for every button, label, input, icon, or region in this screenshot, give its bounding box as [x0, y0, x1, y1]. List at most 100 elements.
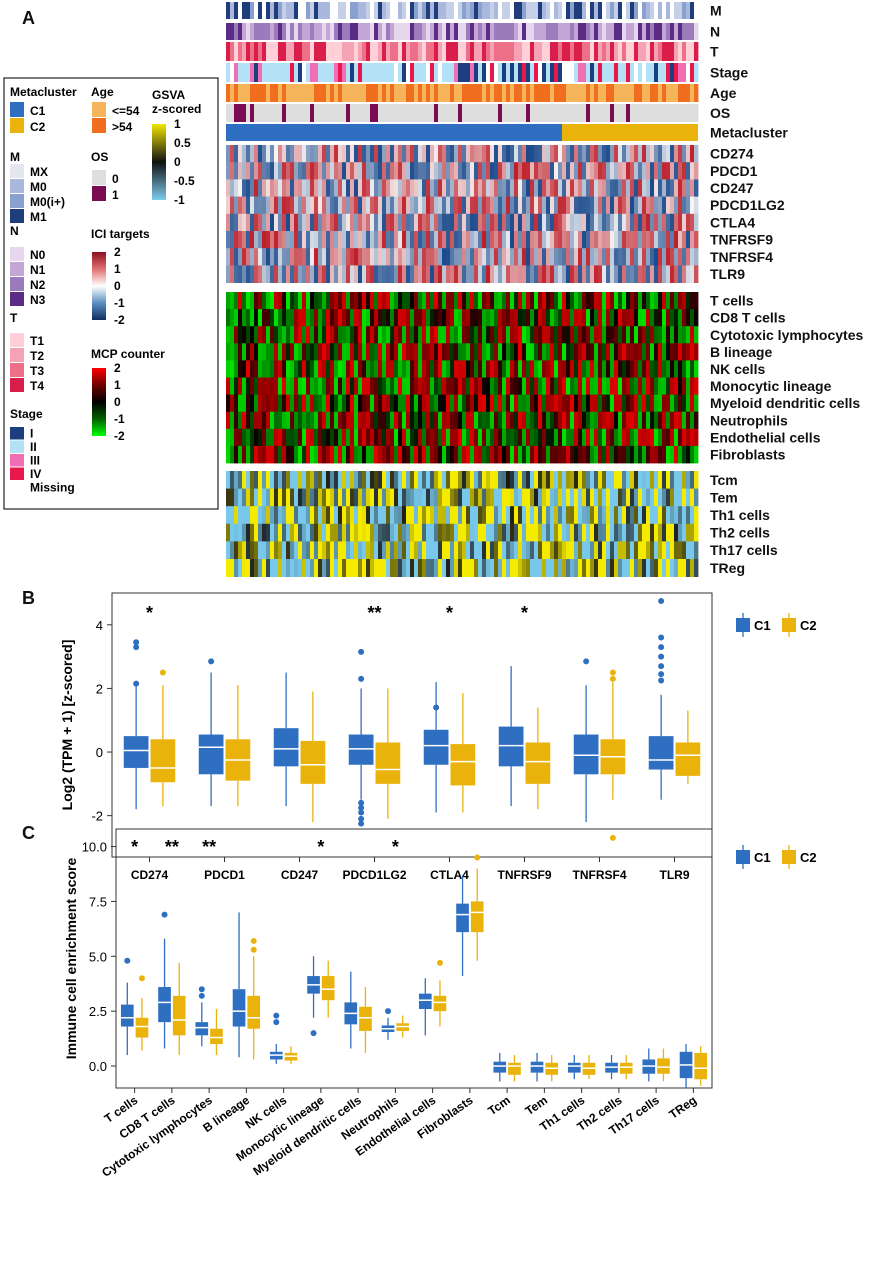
annotation-track-metacluster	[226, 124, 698, 141]
heatmap-cell	[634, 343, 639, 361]
annotation-cell	[246, 104, 251, 122]
heatmap-cell	[594, 445, 599, 464]
annotation-cell	[602, 104, 607, 122]
heatmap-cell	[482, 377, 487, 395]
heatmap-cell	[674, 248, 679, 266]
annotation-cell	[318, 23, 323, 40]
heatmap-cell	[578, 196, 583, 215]
annotation-cell	[526, 63, 531, 82]
heatmap-cell	[642, 559, 647, 577]
heatmap-cell	[270, 343, 275, 361]
heatmap-cell	[306, 377, 311, 395]
box-c1	[195, 986, 209, 1047]
heatmap-cell	[602, 394, 607, 413]
annotation-cell	[542, 42, 547, 61]
heatmap-cell	[422, 145, 427, 163]
heatmap-cell	[358, 360, 363, 378]
heatmap-cell	[562, 248, 567, 266]
heatmap-cell	[322, 213, 327, 232]
annotation-cell	[342, 42, 347, 61]
heatmap-cell	[422, 196, 427, 215]
annotation-cell	[374, 84, 379, 102]
legend-stage-swatch	[10, 440, 24, 453]
heatmap-cell	[622, 428, 627, 447]
heatmap-cell	[550, 309, 555, 327]
heatmap-cell	[490, 309, 495, 327]
annotation-cell	[534, 23, 539, 40]
heatmap-cell	[514, 360, 519, 378]
heatmap-cell	[278, 292, 283, 310]
heatmap-cell	[398, 265, 403, 283]
heatmap-cell	[510, 231, 515, 249]
annotation-cell	[550, 104, 555, 122]
heatmap-cell	[518, 360, 523, 378]
annotation-cell	[434, 63, 439, 82]
heatmap-cell	[690, 248, 695, 266]
heatmap-cell	[326, 343, 331, 361]
heatmap-cell	[518, 248, 523, 266]
heatmap-cell	[430, 162, 435, 180]
heatmap-cell	[350, 179, 355, 197]
heatmap-cell	[282, 506, 287, 525]
annotation-cell	[258, 84, 263, 102]
annotation-cell	[294, 42, 299, 61]
heatmap-cell	[470, 162, 475, 180]
heatmap-cell	[534, 196, 539, 215]
annotation-cell	[602, 63, 607, 82]
annotation-cell	[682, 84, 687, 102]
annotation-cell	[490, 23, 495, 40]
annotation-cell	[470, 2, 475, 19]
heatmap-cell	[502, 377, 507, 395]
heatmap-cell	[506, 541, 511, 560]
heatmap-cell	[410, 213, 415, 232]
annotation-cell	[622, 84, 627, 102]
heatmap-cell	[386, 360, 391, 378]
heatmap-cell	[462, 471, 467, 489]
heatmap-cell	[234, 506, 239, 525]
heatmap-cell	[418, 265, 423, 283]
heatmap-cell	[530, 471, 535, 489]
heatmap-cell	[694, 360, 699, 378]
heatmap-cell	[490, 377, 495, 395]
heatmap-cell	[314, 343, 319, 361]
heatmap-cell	[570, 394, 575, 413]
legend-n-label: N3	[30, 293, 46, 307]
annotation-cell	[290, 23, 295, 40]
heatmap-cell	[674, 559, 679, 577]
heatmap-cell	[378, 343, 383, 361]
heatmap-cell	[674, 343, 679, 361]
heatmap-cell	[446, 471, 451, 489]
heatmap-cell	[334, 196, 339, 215]
annotation-cell	[330, 42, 335, 61]
heatmap-cell	[598, 360, 603, 378]
heatmap-cell	[622, 162, 627, 180]
heatmap-cell	[410, 541, 415, 560]
heatmap-cell	[630, 411, 635, 430]
heatmap-cell	[378, 265, 383, 283]
annotation-cell	[598, 84, 603, 102]
heatmap-cell	[358, 506, 363, 525]
heatmap-cell	[610, 231, 615, 249]
heatmap-cell	[450, 309, 455, 327]
annotation-cell	[654, 63, 659, 82]
heatmap-cell	[290, 523, 295, 542]
annotation-cell	[366, 104, 371, 122]
heatmap-cell	[442, 309, 447, 327]
heatmap-cell	[378, 428, 383, 447]
legend-age-title: Age	[91, 85, 114, 99]
annotation-cell	[334, 42, 339, 61]
heatmap-cell	[538, 162, 543, 180]
annotation-cell	[270, 42, 275, 61]
heatmap-cell	[314, 377, 319, 395]
heatmap-cell	[686, 309, 691, 327]
heatmap-cell	[358, 488, 363, 507]
heatmap-cell	[370, 488, 375, 507]
heatmap-cell	[246, 248, 251, 266]
heatmap-cell	[506, 411, 511, 430]
annotation-cell	[342, 63, 347, 82]
heatmap-cell	[334, 559, 339, 577]
heatmap-cell	[562, 506, 567, 525]
heatmap-cell	[318, 265, 323, 283]
annotation-cell	[274, 42, 279, 61]
heatmap-cell	[582, 162, 587, 180]
